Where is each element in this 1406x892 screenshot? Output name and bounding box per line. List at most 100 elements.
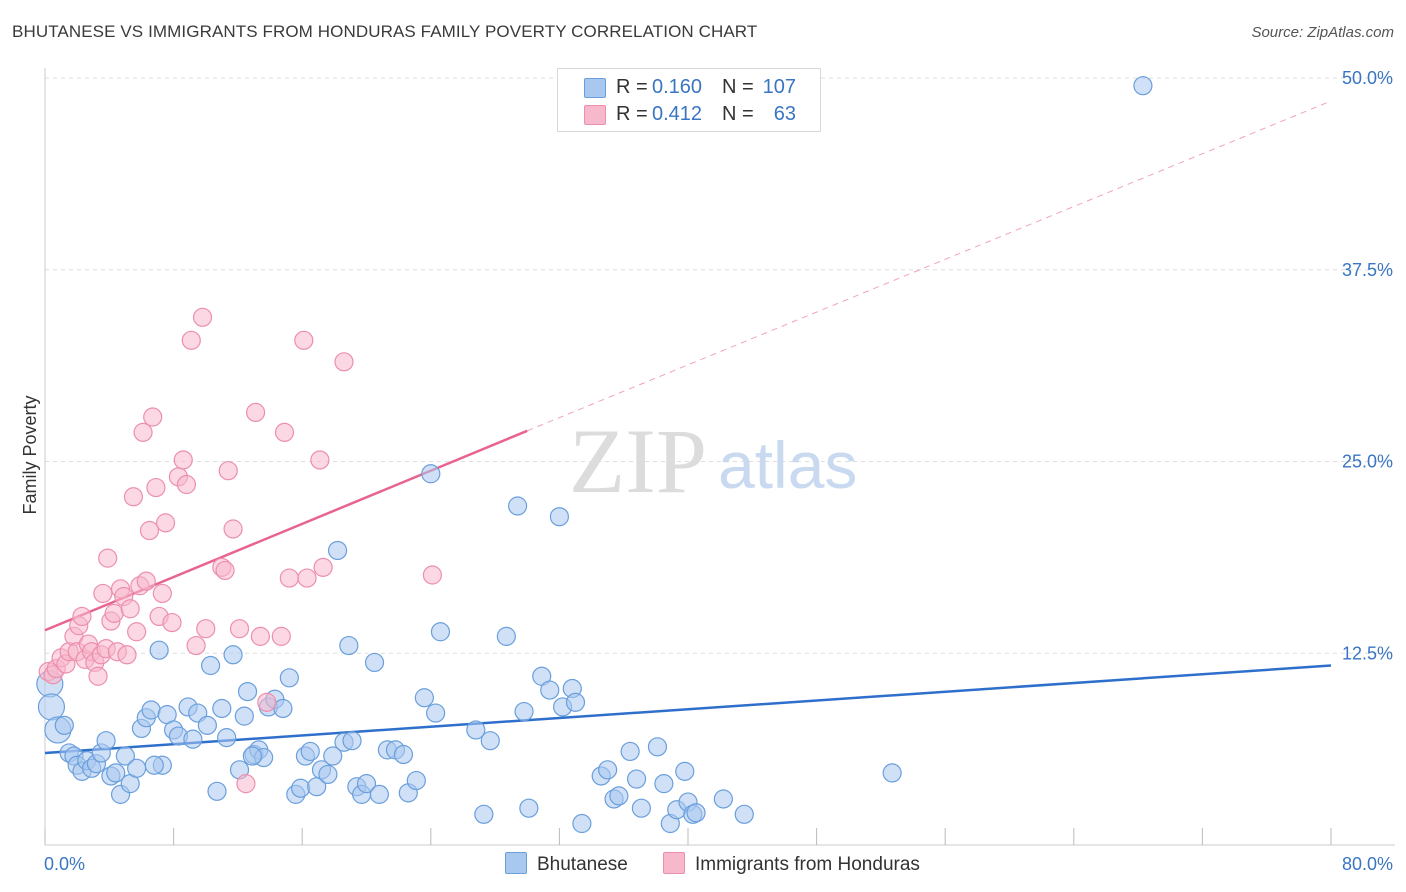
bhutanese-point bbox=[1133, 76, 1153, 96]
bhutanese-point bbox=[273, 698, 293, 719]
bhutanese-point bbox=[290, 778, 311, 798]
bhutanese-point bbox=[217, 728, 237, 748]
honduras-point bbox=[215, 560, 235, 581]
honduras-point bbox=[223, 519, 243, 539]
bhutanese-point bbox=[37, 693, 66, 721]
y-axis-label: Family Poverty bbox=[20, 395, 40, 514]
bhutanese-point bbox=[406, 770, 426, 791]
y-tick-label: 50.0% bbox=[1342, 68, 1393, 88]
x-tick-label: 0.0% bbox=[44, 854, 85, 874]
data-points bbox=[36, 76, 1153, 834]
watermark: ZIP atlas bbox=[569, 410, 857, 512]
honduras-point bbox=[117, 645, 137, 665]
tick-labels: 12.5% 25.0% 37.5% 50.0% 0.0% 80.0% bbox=[44, 68, 1393, 874]
bhutanese-point bbox=[127, 758, 147, 778]
honduras-point bbox=[245, 402, 266, 423]
honduras-point bbox=[104, 603, 124, 623]
bhutanese-point bbox=[626, 769, 647, 789]
honduras-point bbox=[98, 548, 118, 568]
bhutanese-point bbox=[654, 774, 674, 794]
bhutanese-point bbox=[426, 703, 446, 723]
bhutanese-point bbox=[549, 507, 570, 527]
honduras-point bbox=[146, 477, 166, 498]
bhutanese-point bbox=[508, 496, 528, 516]
bhutanese-point bbox=[514, 701, 534, 722]
honduras-point bbox=[313, 557, 333, 577]
bottom-legend-bhutanese[interactable]: Bhutanese bbox=[505, 852, 628, 876]
honduras-point bbox=[218, 461, 238, 481]
bhutanese-point bbox=[144, 755, 164, 775]
bhutanese-point bbox=[342, 731, 362, 751]
bhutanese-point bbox=[223, 645, 243, 665]
bhutanese-point bbox=[197, 715, 217, 735]
bhutanese-point bbox=[279, 668, 299, 688]
bhutanese-point bbox=[675, 761, 695, 781]
honduras-point bbox=[297, 568, 317, 588]
bhutanese-point bbox=[686, 803, 706, 823]
bhutanese-point bbox=[631, 798, 651, 818]
bhutanese-point bbox=[882, 763, 902, 783]
honduras-point bbox=[192, 307, 213, 327]
honduras-point bbox=[176, 474, 197, 495]
honduras-point bbox=[127, 622, 147, 642]
honduras-point bbox=[120, 599, 140, 619]
bhutanese-point bbox=[572, 813, 592, 834]
honduras-point bbox=[173, 450, 193, 470]
bhutanese-trend-line bbox=[44, 664, 1332, 755]
bhutanese-point bbox=[620, 741, 640, 762]
y-tick-label: 25.0% bbox=[1342, 452, 1393, 472]
bhutanese-point bbox=[393, 744, 414, 765]
bottom-legend-honduras[interactable]: Immigrants from Honduras bbox=[663, 852, 920, 876]
honduras-point bbox=[250, 626, 271, 646]
bhutanese-point bbox=[647, 737, 668, 757]
bhutanese-point bbox=[519, 798, 539, 818]
bhutanese-point bbox=[318, 764, 338, 785]
honduras-point bbox=[229, 619, 250, 639]
honduras-point bbox=[72, 606, 92, 627]
legend-n-value: 107 bbox=[762, 76, 796, 98]
legend-swatch-blue bbox=[584, 78, 606, 98]
bhutanese-point bbox=[242, 746, 262, 766]
honduras-point bbox=[274, 422, 295, 442]
grid-lines bbox=[45, 77, 1391, 654]
honduras-point bbox=[310, 450, 330, 470]
bottom-legend-swatch-pink bbox=[663, 852, 685, 874]
honduras-point bbox=[196, 619, 216, 639]
honduras-point bbox=[155, 513, 176, 533]
bhutanese-point bbox=[364, 652, 385, 673]
bhutanese-point bbox=[183, 729, 203, 749]
bhutanese-point bbox=[734, 804, 754, 824]
honduras-point bbox=[143, 407, 163, 427]
honduras-point bbox=[257, 692, 277, 712]
bottom-legend-swatch-blue bbox=[505, 852, 527, 874]
bhutanese-point bbox=[540, 680, 560, 700]
bhutanese-point bbox=[200, 655, 221, 676]
bhutanese-point bbox=[356, 774, 377, 794]
legend-r-label: R = bbox=[616, 103, 648, 125]
honduras-point bbox=[334, 352, 354, 372]
bhutanese-point bbox=[565, 692, 586, 712]
bhutanese-point bbox=[713, 789, 733, 809]
legend-row-bhutanese: R = 0.160 N = 107 bbox=[558, 74, 820, 100]
honduras-point bbox=[152, 583, 172, 604]
correlation-legend: R = 0.160 N = 107 R = 0.412 N = 63 bbox=[557, 68, 821, 132]
bhutanese-point bbox=[141, 700, 161, 720]
y-tick-label: 37.5% bbox=[1342, 260, 1393, 280]
chart-source: Source: ZipAtlas.com bbox=[1251, 24, 1394, 41]
bhutanese-point bbox=[339, 635, 359, 656]
bhutanese-point bbox=[369, 784, 389, 804]
bhutanese-point bbox=[421, 464, 441, 484]
bhutanese-point bbox=[212, 698, 232, 719]
y-tick-label: 12.5% bbox=[1342, 643, 1393, 663]
honduras-point bbox=[181, 330, 201, 350]
bhutanese-point bbox=[149, 640, 169, 660]
honduras-point bbox=[271, 626, 291, 646]
honduras-point bbox=[162, 612, 182, 633]
bhutanese-point bbox=[54, 715, 74, 735]
bhutanese-point bbox=[474, 804, 494, 824]
bhutanese-point bbox=[480, 731, 500, 751]
honduras-point bbox=[133, 422, 153, 442]
chart-title: BHUTANESE VS IMMIGRANTS FROM HONDURAS FA… bbox=[12, 22, 758, 41]
bhutanese-point bbox=[430, 622, 451, 642]
